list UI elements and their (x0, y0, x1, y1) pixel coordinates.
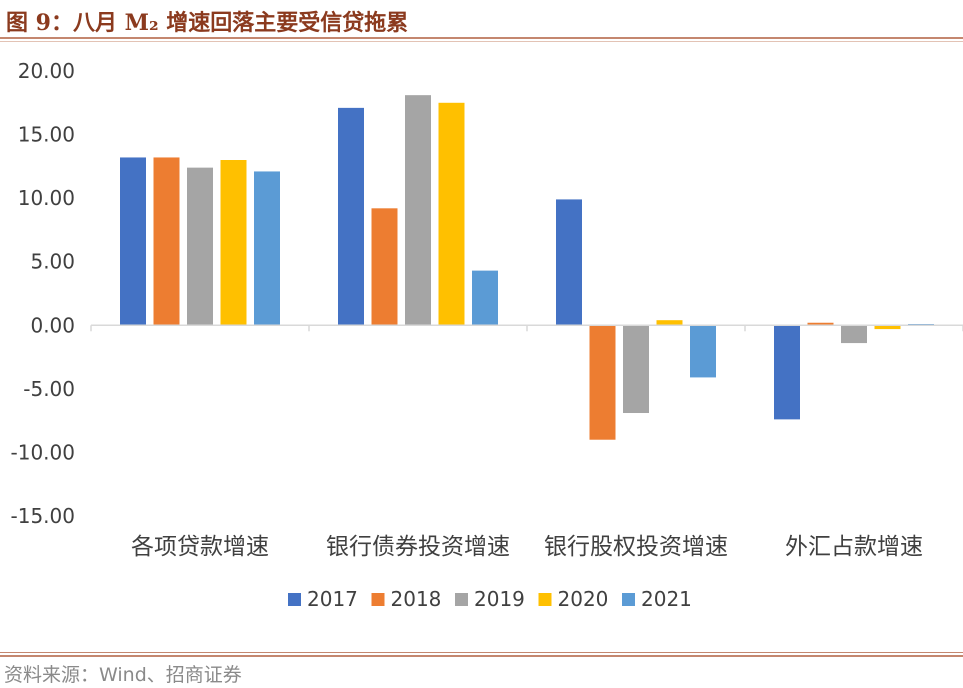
x-tick-label: 银行债券投资增速 (326, 534, 510, 560)
bar-2020-1 (438, 102, 465, 326)
y-tick-label: 10.00 (18, 186, 75, 210)
x-axis-labels: 各项贷款增速 银行债券投资增速 银行股权投资增速 外汇占款增速 (131, 534, 923, 560)
legend: 2017 2018 2019 2020 2021 (288, 587, 692, 611)
y-tick-label: 20.00 (18, 59, 75, 83)
y-tick-label: 0.00 (30, 313, 75, 337)
figure-header: 图 9：八月 M₂ 增速回落主要受信贷拖累 (0, 0, 963, 42)
bar-2019-1 (405, 95, 431, 326)
legend-label-2020: 2020 (558, 587, 609, 611)
y-tick-label: -10.00 (11, 440, 75, 464)
bar-2018-2 (589, 325, 616, 440)
legend-swatch-2020 (538, 593, 552, 606)
legend-swatch-2017 (288, 593, 301, 606)
legend-label-2018: 2018 (391, 587, 442, 611)
top-rule (0, 37, 963, 39)
bar-2018-3 (807, 322, 834, 326)
y-tick-label: 5.00 (30, 250, 75, 274)
bottom-rule-thin (0, 652, 963, 653)
bar-chart: 20.00 15.00 10.00 5.00 0.00 -5.00 -10.00 -15.00… (11, 59, 963, 611)
bar-2017-2 (556, 199, 582, 326)
legend-label-2017: 2017 (307, 587, 358, 611)
y-tick-label: 15.00 (18, 123, 75, 147)
bar-2020-2 (656, 320, 683, 326)
bottom-rule (0, 655, 963, 657)
legend-swatch-2018 (371, 593, 385, 606)
legend-label-2021: 2021 (641, 587, 692, 611)
legend-swatch-2019 (455, 593, 468, 606)
bar-2017-3 (774, 325, 800, 420)
bar-2020-0 (220, 160, 247, 326)
legend-swatch-2021 (622, 593, 635, 606)
bar-2018-1 (371, 208, 398, 326)
bar-2019-2 (623, 325, 649, 414)
bar-2017-1 (338, 107, 364, 326)
x-tick-label: 各项贷款增速 (131, 534, 269, 560)
bar-2020-3 (874, 325, 901, 330)
bar-2017-0 (120, 157, 146, 326)
bar-2018-0 (153, 157, 180, 326)
x-tick-label: 银行股权投资增速 (544, 534, 728, 560)
y-tick-label: -15.00 (11, 504, 75, 528)
bar-2019-3 (841, 325, 867, 344)
y-tick-label: -5.00 (23, 377, 75, 401)
y-axis-ticks: 20.00 15.00 10.00 5.00 0.00 -5.00 -10.00 -15.00 (11, 59, 75, 528)
bar-2021-2 (690, 325, 716, 378)
bar-2021-1 (472, 270, 498, 326)
bar-2019-0 (187, 167, 213, 326)
legend-label-2019: 2019 (474, 587, 525, 611)
top-rule-thin (0, 41, 963, 42)
source-note: 资料来源：Wind、招商证券 (4, 664, 242, 686)
bar-series (120, 95, 934, 440)
x-axis (90, 324, 963, 332)
bar-2021-0 (254, 171, 280, 326)
x-tick-label: 外汇占款增速 (785, 534, 923, 560)
chart-title: 图 9：八月 M₂ 增速回落主要受信贷拖累 (6, 10, 409, 36)
